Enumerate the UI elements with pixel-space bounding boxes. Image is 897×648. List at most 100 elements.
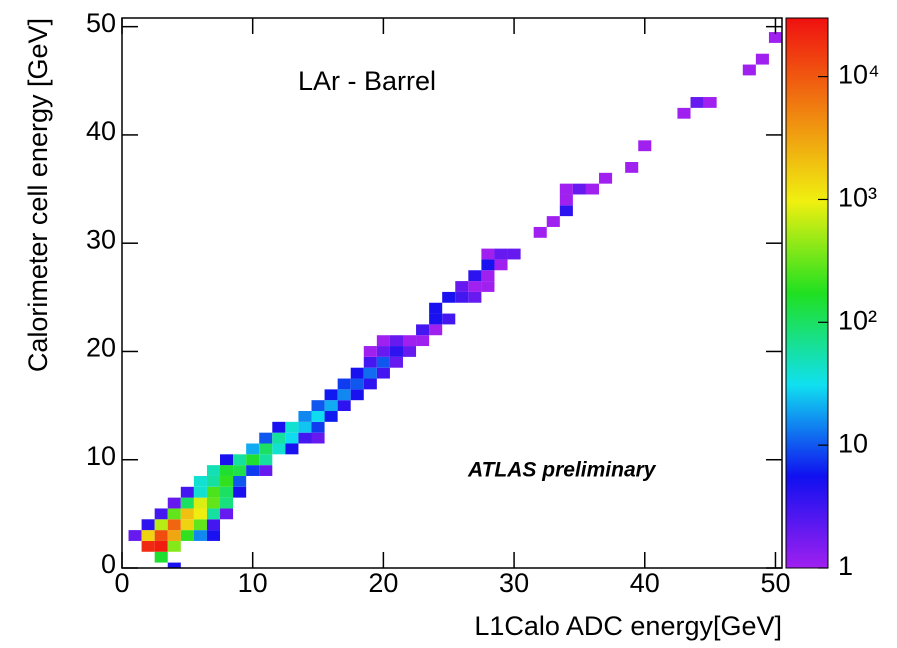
cell bbox=[167, 530, 181, 541]
cell bbox=[507, 248, 521, 260]
cell bbox=[363, 346, 377, 357]
cell bbox=[416, 324, 430, 336]
cell bbox=[167, 540, 181, 552]
cell bbox=[246, 465, 260, 476]
cell bbox=[246, 443, 260, 455]
cell bbox=[193, 519, 207, 531]
cell bbox=[167, 519, 181, 531]
cell bbox=[442, 291, 456, 303]
cell bbox=[220, 475, 234, 487]
cell bbox=[141, 519, 155, 531]
cell bbox=[259, 443, 273, 455]
cell bbox=[481, 248, 495, 260]
cell bbox=[311, 421, 325, 433]
cell bbox=[180, 486, 194, 498]
cell bbox=[259, 432, 273, 444]
x-tick-label: 10 bbox=[238, 568, 268, 598]
cell bbox=[468, 270, 482, 282]
annotation: LAr - Barrel bbox=[298, 66, 436, 96]
cell bbox=[154, 551, 168, 563]
cell bbox=[389, 335, 403, 347]
y-tick-label: 0 bbox=[101, 549, 116, 579]
cell bbox=[128, 530, 142, 541]
cell bbox=[429, 313, 443, 325]
cell bbox=[429, 302, 443, 314]
cell bbox=[755, 53, 769, 65]
cell bbox=[442, 313, 456, 325]
cell bbox=[468, 291, 482, 303]
x-tick-label: 50 bbox=[760, 568, 790, 598]
cell bbox=[141, 540, 155, 552]
cell bbox=[298, 411, 312, 422]
cell bbox=[494, 259, 508, 271]
cell bbox=[363, 367, 377, 379]
cell bbox=[363, 356, 377, 368]
cell bbox=[272, 432, 286, 444]
color-bar bbox=[785, 17, 829, 569]
cell bbox=[180, 497, 194, 509]
y-tick-label: 50 bbox=[86, 8, 116, 38]
cell bbox=[298, 421, 312, 433]
cell bbox=[677, 107, 691, 119]
cell bbox=[703, 97, 717, 108]
cell bbox=[350, 378, 364, 390]
cell bbox=[389, 356, 403, 368]
cell bbox=[311, 400, 325, 412]
cell bbox=[154, 530, 168, 541]
cell bbox=[298, 432, 312, 444]
cell bbox=[455, 281, 469, 292]
cell bbox=[337, 389, 351, 401]
cell bbox=[402, 346, 417, 357]
cell bbox=[559, 183, 573, 195]
z-tick-label: 10² bbox=[838, 305, 877, 335]
cell bbox=[742, 64, 756, 76]
x-axis-title: L1Calo ADC energy[GeV] bbox=[474, 611, 782, 641]
cell bbox=[259, 454, 273, 466]
cell bbox=[285, 432, 299, 444]
cell bbox=[572, 183, 586, 195]
cell bbox=[272, 421, 286, 433]
cell bbox=[233, 486, 247, 498]
cell bbox=[206, 519, 221, 531]
cell bbox=[285, 421, 299, 433]
cell bbox=[376, 346, 390, 357]
cell bbox=[206, 475, 221, 487]
cell bbox=[546, 216, 560, 227]
cell bbox=[533, 226, 547, 238]
cell bbox=[220, 454, 234, 466]
cell bbox=[233, 465, 247, 476]
cell bbox=[324, 400, 338, 412]
cell bbox=[638, 140, 652, 152]
cell bbox=[272, 443, 286, 455]
cell bbox=[154, 519, 168, 531]
cell bbox=[246, 454, 260, 466]
cell bbox=[285, 443, 299, 455]
x-tick-label: 30 bbox=[499, 568, 529, 598]
cell bbox=[233, 454, 247, 466]
cell bbox=[206, 497, 221, 509]
cell bbox=[220, 508, 234, 520]
cells bbox=[128, 32, 782, 568]
y-axis-title: Calorimeter cell energy [GeV] bbox=[23, 18, 53, 372]
cell bbox=[233, 475, 247, 487]
cell bbox=[141, 530, 155, 541]
cell bbox=[220, 465, 234, 476]
annotation: ATLAS preliminary bbox=[467, 459, 657, 482]
cell bbox=[494, 248, 508, 260]
cell bbox=[376, 356, 390, 368]
cell bbox=[324, 389, 338, 401]
cell bbox=[206, 486, 221, 498]
cell bbox=[599, 172, 613, 184]
cell bbox=[559, 194, 573, 206]
cell bbox=[376, 367, 390, 379]
z-tick-label: 10⁴ bbox=[838, 60, 880, 90]
cell bbox=[625, 161, 639, 173]
cell bbox=[154, 540, 168, 552]
cell bbox=[481, 281, 495, 292]
x-tick-label: 40 bbox=[630, 568, 660, 598]
cell bbox=[167, 562, 181, 568]
cell bbox=[376, 335, 390, 347]
cell bbox=[154, 508, 168, 520]
cell bbox=[311, 432, 325, 444]
